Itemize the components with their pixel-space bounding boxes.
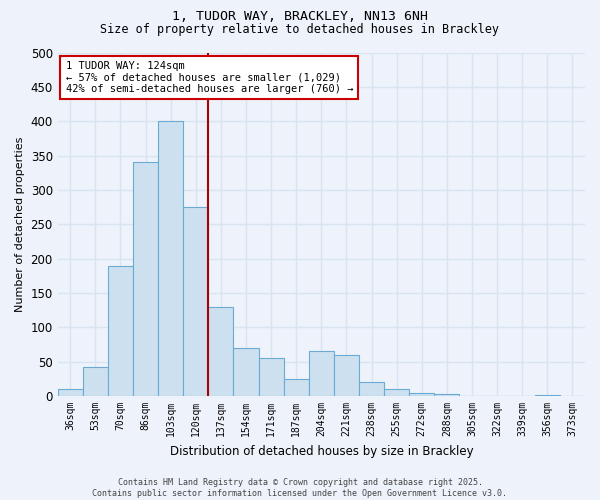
Bar: [158, 121, 183, 396]
Bar: [133, 162, 158, 396]
Bar: [259, 358, 284, 396]
Bar: [58, 389, 83, 396]
Bar: [309, 352, 334, 396]
Bar: [83, 366, 108, 396]
Bar: [409, 392, 434, 396]
X-axis label: Distribution of detached houses by size in Brackley: Distribution of detached houses by size …: [170, 444, 473, 458]
Bar: [384, 389, 409, 396]
Text: 1, TUDOR WAY, BRACKLEY, NN13 6NH: 1, TUDOR WAY, BRACKLEY, NN13 6NH: [172, 10, 428, 23]
Bar: [284, 379, 309, 396]
Y-axis label: Number of detached properties: Number of detached properties: [15, 136, 25, 312]
Text: Size of property relative to detached houses in Brackley: Size of property relative to detached ho…: [101, 22, 499, 36]
Bar: [233, 348, 259, 396]
Bar: [108, 266, 133, 396]
Bar: [334, 355, 359, 396]
Bar: [359, 382, 384, 396]
Bar: [535, 394, 560, 396]
Bar: [208, 306, 233, 396]
Bar: [434, 394, 460, 396]
Text: 1 TUDOR WAY: 124sqm
← 57% of detached houses are smaller (1,029)
42% of semi-det: 1 TUDOR WAY: 124sqm ← 57% of detached ho…: [65, 61, 353, 94]
Bar: [183, 207, 208, 396]
Text: Contains HM Land Registry data © Crown copyright and database right 2025.
Contai: Contains HM Land Registry data © Crown c…: [92, 478, 508, 498]
